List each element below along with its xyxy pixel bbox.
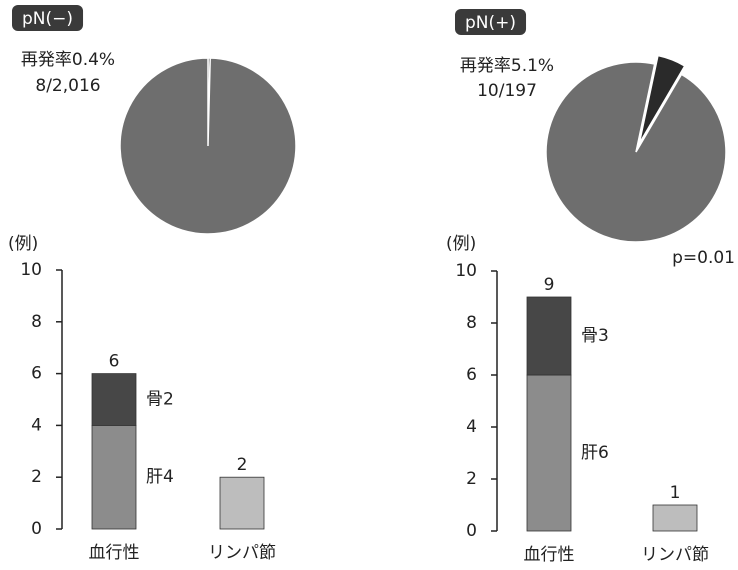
- total-label: 6: [109, 352, 120, 372]
- bar-segment: [219, 476, 265, 530]
- bar-segment: [91, 373, 137, 426]
- bar-segment: [652, 504, 698, 532]
- segment-label: 肝4: [146, 467, 174, 487]
- annotation: 8/2,016: [35, 76, 100, 96]
- bar-segment: [526, 374, 572, 532]
- y-tick-label: 0: [466, 521, 477, 541]
- y-axis-label: (例): [446, 234, 476, 254]
- title-box: [12, 5, 84, 31]
- title-box: [455, 9, 527, 35]
- pie-slice: [638, 54, 686, 144]
- y-axis-label: (例): [8, 234, 38, 254]
- y-tick-label: 8: [466, 313, 477, 333]
- bar-segment: [91, 424, 137, 530]
- y-tick-label: 2: [466, 469, 477, 489]
- y-tick-label: 2: [31, 467, 42, 487]
- total-label: 2: [237, 455, 248, 475]
- y-tick-label: 4: [31, 415, 42, 435]
- segment-label: 骨3: [581, 326, 609, 346]
- pie-slice: [545, 61, 727, 243]
- y-tick-label: 0: [31, 519, 42, 539]
- annotation: 再発率5.1%: [460, 56, 554, 76]
- total-label: 1: [670, 483, 681, 503]
- annotation: p=0.01: [672, 248, 735, 268]
- y-tick-label: 8: [31, 312, 42, 332]
- pie-slice: [119, 57, 297, 235]
- x-tick-label: 血行性: [524, 545, 575, 565]
- x-tick-label: 血行性: [89, 543, 140, 563]
- y-tick-label: 10: [455, 261, 477, 281]
- segment-label: 肝6: [581, 443, 609, 463]
- x-tick-label: リンパ節: [641, 545, 709, 565]
- y-tick-label: 10: [20, 260, 42, 280]
- y-tick-label: 6: [466, 365, 477, 385]
- x-tick-label: リンパ節: [208, 543, 276, 563]
- annotation: 再発率0.4%: [21, 50, 115, 70]
- segment-label: 骨2: [146, 390, 174, 410]
- chart-title: pN(+): [465, 13, 516, 33]
- annotation: 10/197: [477, 81, 537, 101]
- y-tick-label: 4: [466, 417, 477, 437]
- bar-segment: [526, 296, 572, 376]
- total-label: 9: [544, 275, 555, 295]
- y-tick-label: 6: [31, 364, 42, 384]
- chart-title: pN(−): [22, 9, 73, 29]
